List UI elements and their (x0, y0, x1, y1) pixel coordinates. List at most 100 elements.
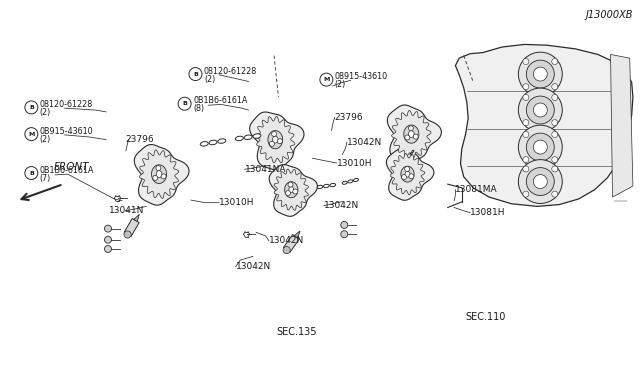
Circle shape (189, 68, 202, 81)
Polygon shape (156, 171, 162, 178)
Text: 13042N: 13042N (236, 262, 271, 271)
Circle shape (533, 67, 547, 81)
Ellipse shape (348, 180, 353, 183)
Text: (2): (2) (40, 108, 51, 117)
Ellipse shape (200, 142, 208, 146)
Ellipse shape (342, 181, 348, 184)
Circle shape (283, 247, 290, 254)
Circle shape (271, 131, 276, 137)
Circle shape (178, 97, 191, 110)
Text: 13041N: 13041N (109, 206, 145, 215)
Circle shape (518, 125, 563, 169)
Text: 23796: 23796 (125, 135, 154, 144)
Polygon shape (256, 116, 295, 163)
Text: (8): (8) (193, 104, 204, 113)
Circle shape (25, 167, 38, 180)
Circle shape (405, 135, 410, 140)
Polygon shape (456, 44, 633, 206)
Circle shape (526, 96, 554, 124)
Circle shape (401, 174, 406, 180)
Polygon shape (124, 218, 139, 237)
Text: (2): (2) (40, 135, 51, 144)
Text: B: B (29, 105, 34, 110)
Circle shape (277, 139, 282, 144)
Circle shape (523, 58, 529, 64)
Text: 0B915-43610: 0B915-43610 (40, 126, 93, 136)
Circle shape (104, 236, 111, 243)
Circle shape (523, 120, 529, 126)
Circle shape (526, 60, 554, 88)
Text: SEC.110: SEC.110 (465, 312, 506, 322)
Circle shape (552, 94, 558, 100)
Circle shape (285, 190, 291, 196)
Circle shape (25, 128, 38, 141)
Circle shape (156, 166, 161, 171)
Ellipse shape (323, 185, 329, 187)
Ellipse shape (410, 153, 412, 155)
Polygon shape (289, 187, 294, 193)
Polygon shape (392, 110, 431, 158)
Text: 0B1B6-6161A: 0B1B6-6161A (40, 166, 94, 174)
Circle shape (526, 133, 554, 161)
Circle shape (533, 174, 547, 189)
Text: FRONT: FRONT (54, 162, 89, 172)
Text: (7): (7) (40, 173, 51, 183)
Circle shape (104, 246, 111, 253)
Polygon shape (268, 131, 283, 149)
Circle shape (518, 88, 563, 132)
Circle shape (269, 141, 275, 146)
Text: 13081H: 13081H (470, 208, 506, 217)
Circle shape (523, 84, 529, 90)
Polygon shape (284, 234, 300, 252)
Circle shape (552, 120, 558, 126)
Polygon shape (152, 165, 166, 183)
Circle shape (288, 182, 293, 187)
Text: J13000XB: J13000XB (586, 10, 633, 20)
Text: 13042N: 13042N (324, 201, 359, 210)
Circle shape (409, 174, 414, 179)
Polygon shape (387, 105, 442, 164)
Polygon shape (250, 112, 304, 170)
Ellipse shape (317, 185, 323, 189)
Text: B: B (193, 71, 198, 77)
Circle shape (523, 132, 529, 138)
Circle shape (25, 101, 38, 114)
Circle shape (533, 140, 547, 154)
Circle shape (523, 157, 529, 163)
Ellipse shape (253, 134, 261, 138)
Polygon shape (269, 164, 317, 217)
Text: 13010H: 13010H (337, 158, 372, 167)
Text: (2): (2) (204, 74, 215, 84)
Circle shape (552, 58, 558, 64)
Circle shape (523, 94, 529, 100)
Circle shape (518, 160, 563, 203)
Circle shape (408, 126, 413, 131)
Text: (2): (2) (335, 80, 346, 89)
Circle shape (104, 225, 111, 232)
Polygon shape (405, 171, 410, 177)
Circle shape (552, 157, 558, 163)
Text: 13041NA: 13041NA (244, 165, 286, 174)
Circle shape (552, 166, 558, 172)
Circle shape (161, 174, 166, 179)
Circle shape (320, 73, 333, 86)
Polygon shape (404, 125, 419, 143)
Circle shape (340, 231, 348, 238)
Text: 08120-61228: 08120-61228 (204, 67, 257, 76)
Text: B: B (182, 101, 187, 106)
Text: M: M (28, 132, 35, 137)
Ellipse shape (353, 179, 358, 182)
Polygon shape (274, 169, 308, 211)
Circle shape (526, 168, 554, 196)
Ellipse shape (218, 139, 226, 143)
Text: M: M (323, 77, 330, 82)
Circle shape (340, 221, 348, 228)
Text: 08120-61228: 08120-61228 (40, 100, 93, 109)
Text: 13081MA: 13081MA (456, 185, 498, 194)
Polygon shape (611, 54, 633, 197)
Text: 08915-43610: 08915-43610 (335, 72, 388, 81)
Polygon shape (294, 231, 300, 238)
Circle shape (552, 132, 558, 138)
Ellipse shape (244, 135, 252, 140)
Text: 13010H: 13010H (219, 198, 255, 207)
